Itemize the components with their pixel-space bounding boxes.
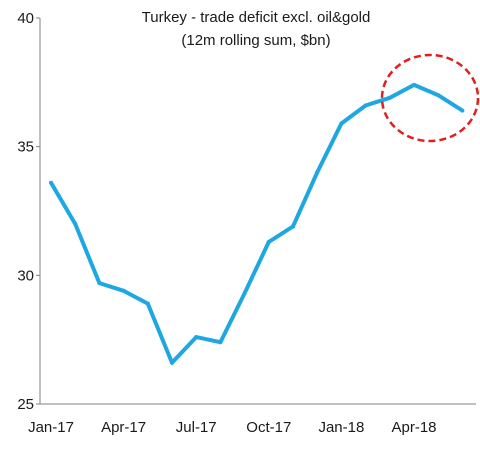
series-layer (49, 82, 464, 365)
data-point (315, 170, 320, 175)
y-tick-label: 25 (17, 396, 34, 413)
x-tick-label: Apr-17 (101, 419, 146, 436)
x-tick-label: Jan-17 (28, 419, 74, 436)
x-axis-ticks: Jan-17 Apr-17 Jul-17 Oct-17 Jan-18 Apr-18 (28, 419, 436, 436)
data-point (339, 121, 344, 126)
data-points (49, 82, 465, 365)
y-tick-label: 30 (17, 267, 34, 284)
data-point (145, 301, 150, 306)
data-point (387, 95, 392, 100)
data-point (291, 224, 295, 229)
series-line (49, 82, 464, 365)
chart-subtitle: (12m rolling sum, $bn) (181, 32, 330, 49)
x-tick-label: Jul-17 (176, 419, 217, 436)
data-point (436, 93, 441, 98)
data-point (218, 340, 223, 345)
chart-title: Turkey - trade deficit excl. oil&gold (142, 9, 371, 26)
data-point (73, 221, 78, 226)
axes (39, 18, 476, 405)
data-point (97, 281, 102, 286)
x-tick-label: Oct-17 (246, 419, 291, 436)
data-point (460, 108, 465, 113)
x-tick-label: Jan-18 (318, 419, 364, 436)
data-point (412, 82, 416, 87)
data-point (266, 239, 271, 244)
data-point (194, 335, 199, 340)
data-point (242, 291, 247, 296)
data-point (363, 103, 368, 108)
data-point (49, 180, 53, 185)
data-point (121, 288, 126, 293)
x-tick-label: Apr-18 (391, 419, 436, 436)
y-tick-label: 35 (17, 139, 34, 156)
highlight-ellipse (380, 53, 480, 143)
y-axis-ticks: 25 30 35 40 (17, 10, 40, 413)
data-point (170, 360, 174, 365)
y-tick-label: 40 (17, 10, 34, 27)
